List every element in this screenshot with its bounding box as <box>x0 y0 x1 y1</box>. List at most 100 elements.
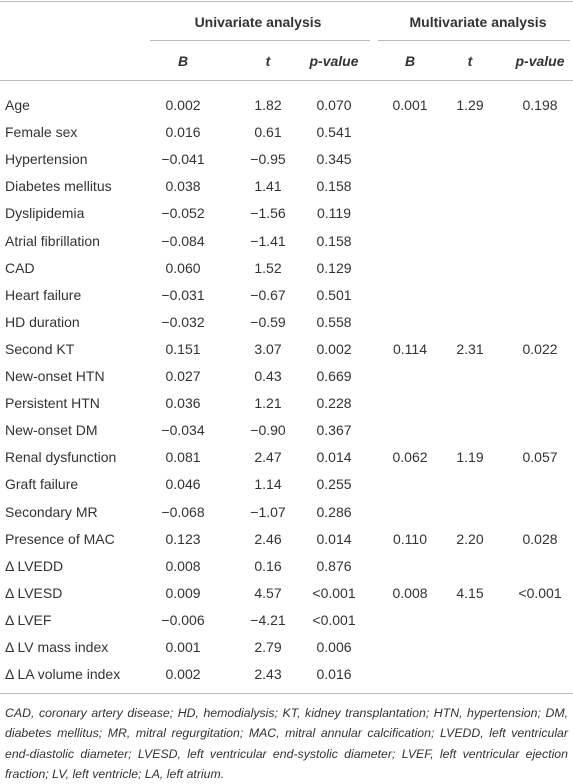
cell: 0.002 <box>165 666 201 683</box>
cell: 0.022 <box>522 340 558 357</box>
cell: −4.21 <box>250 611 286 628</box>
row-label: Secondary MR <box>5 503 98 520</box>
cell: 0.151 <box>165 340 201 357</box>
cell: 2.31 <box>456 340 484 357</box>
cell: 0.036 <box>165 395 201 412</box>
column-header: B <box>404 53 416 69</box>
cell: 0.110 <box>393 530 427 547</box>
row-label: Presence of MAC <box>5 530 115 547</box>
cell: 0.158 <box>316 232 352 249</box>
cell: 0.255 <box>316 476 352 493</box>
cell: −0.084 <box>161 232 205 249</box>
column-header: t <box>467 53 473 69</box>
cell: −0.052 <box>161 205 205 222</box>
cell: 0.070 <box>316 97 352 113</box>
cell: 0.61 <box>254 124 282 141</box>
cell: −0.95 <box>250 151 286 168</box>
cell: 0.16 <box>254 557 282 574</box>
row-label: Age <box>5 97 30 113</box>
row-label: Heart failure <box>5 286 82 303</box>
cell: 1.29 <box>456 97 484 113</box>
group-rule <box>378 40 570 41</box>
cell: −0.90 <box>250 422 286 439</box>
cell: −0.006 <box>161 611 205 628</box>
cell: 1.52 <box>254 259 282 276</box>
row-label: Δ LVEDD <box>5 557 64 574</box>
cell: −0.041 <box>161 151 205 168</box>
cell: 1.82 <box>254 97 282 113</box>
cell: 0.541 <box>316 124 352 141</box>
row-label: CAD <box>5 259 35 276</box>
row-label: New-onset HTN <box>5 368 105 384</box>
cell: 0.062 <box>392 449 428 466</box>
row-label: Female sex <box>5 124 78 141</box>
cell: 0.129 <box>316 259 352 276</box>
cell: 2.46 <box>254 530 282 547</box>
cell: <0.001 <box>312 611 356 628</box>
column-header: t <box>265 53 271 69</box>
cell: 2.20 <box>456 530 484 547</box>
cell: 0.198 <box>522 97 558 113</box>
column-header: p-value <box>309 53 359 69</box>
cell: 0.016 <box>316 666 352 683</box>
column-header: p-value <box>515 53 565 69</box>
cell: 0.119 <box>317 205 351 222</box>
cell: 0.027 <box>165 368 201 384</box>
cell: 0.081 <box>165 449 201 466</box>
cell: 0.123 <box>165 530 201 547</box>
cell: 0.057 <box>522 449 558 466</box>
cell: −1.07 <box>250 503 286 520</box>
column-header: B <box>177 53 189 69</box>
cell: 0.002 <box>165 97 201 113</box>
row-label: Hypertension <box>5 151 88 168</box>
row-label: HD duration <box>5 313 80 330</box>
row-label: Renal dysfunction <box>5 449 117 466</box>
cell: 0.008 <box>392 584 428 601</box>
cell: −0.59 <box>250 313 286 330</box>
cell: 0.060 <box>165 259 201 276</box>
group-header: Univariate analysis <box>194 14 322 30</box>
group-rule <box>150 40 370 41</box>
cell: 0.009 <box>165 584 201 601</box>
cell: −1.56 <box>250 205 286 222</box>
cell: 1.21 <box>254 395 282 412</box>
cell: 0.286 <box>316 503 352 520</box>
cell: 0.558 <box>316 313 352 330</box>
cell: <0.001 <box>312 584 356 601</box>
cell: 0.001 <box>392 97 428 113</box>
cell: 0.114 <box>393 340 427 357</box>
cell: −0.031 <box>161 286 205 303</box>
row-label: Δ LVEF <box>5 611 52 628</box>
cell: <0.001 <box>518 584 562 601</box>
cell: 0.158 <box>316 178 352 195</box>
cell: −0.068 <box>161 503 205 520</box>
cell: 2.47 <box>254 449 282 466</box>
cell: 0.038 <box>165 178 201 195</box>
cell: 0.016 <box>165 124 201 141</box>
cell: −1.41 <box>250 232 286 249</box>
cell: −0.032 <box>161 313 205 330</box>
group-header: Multivariate analysis <box>409 14 547 30</box>
row-label: New-onset DM <box>5 422 98 439</box>
row-label: Δ LV mass index <box>5 639 109 655</box>
row-label: Persistent HTN <box>5 395 100 412</box>
cell: 1.14 <box>254 476 282 493</box>
top-rule <box>0 1 573 2</box>
cell: 0.43 <box>254 368 282 384</box>
cell: 4.15 <box>456 584 484 601</box>
cell: 4.57 <box>254 584 282 601</box>
row-label: Δ LA volume index <box>5 666 121 683</box>
row-label: Atrial fibrillation <box>5 232 100 249</box>
cell: 0.028 <box>522 530 558 547</box>
cell: 0.008 <box>165 557 201 574</box>
cell: 0.876 <box>316 557 352 574</box>
cell: −0.67 <box>250 286 286 303</box>
bottom-rule <box>0 693 573 694</box>
row-label: Diabetes mellitus <box>5 178 112 195</box>
cell: 0.001 <box>165 639 201 655</box>
footnote: CAD, coronary artery disease; HD, hemodi… <box>5 706 568 781</box>
cell: 0.014 <box>316 449 352 466</box>
cell: 1.41 <box>254 178 282 195</box>
row-label: Graft failure <box>5 476 79 493</box>
